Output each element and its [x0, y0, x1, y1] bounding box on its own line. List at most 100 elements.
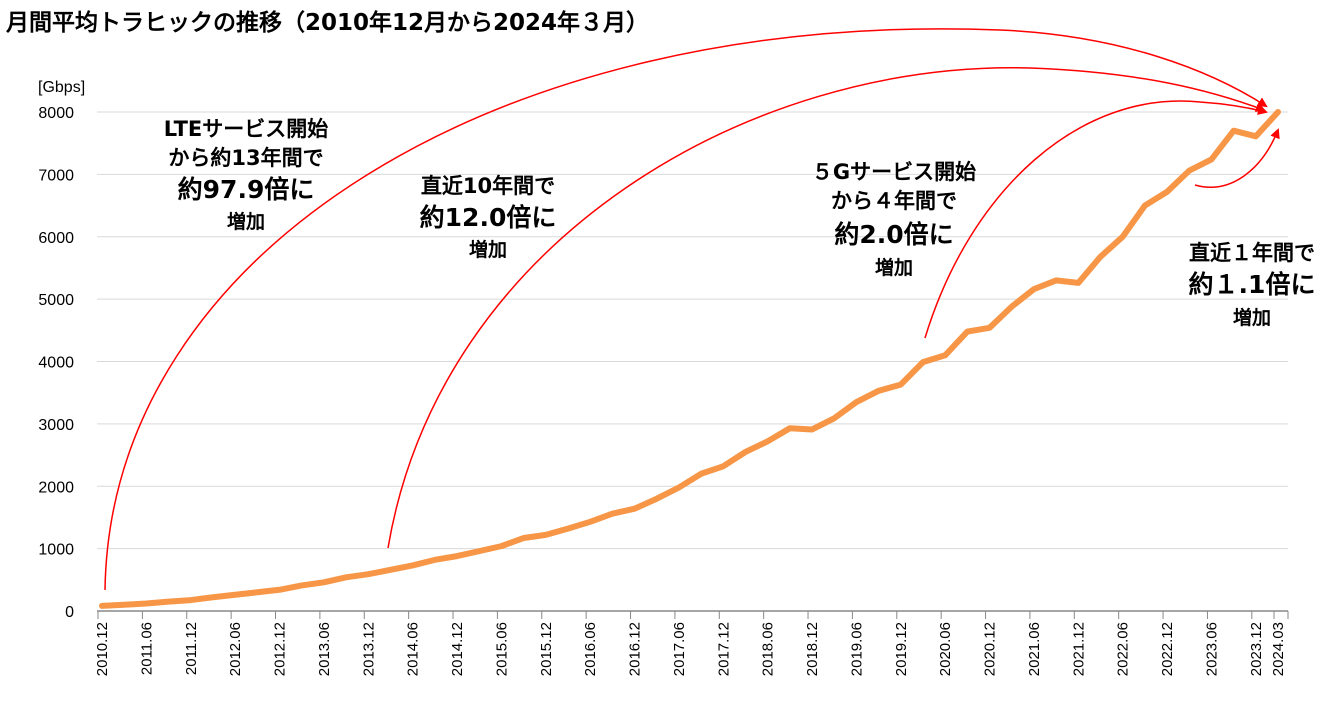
data-point-2017.03 — [656, 498, 658, 500]
data-point-2021.09 — [1055, 279, 1057, 281]
data-points — [101, 111, 1279, 607]
annotation-lte: LTEサービス開始 から約13年間で 約97.9倍に 増加 — [164, 117, 329, 233]
x-tick-label: 2020.12 — [982, 622, 999, 676]
x-tick-label: 2022.06 — [1115, 622, 1132, 676]
annotation-1year: 直近１年間で 約１.1倍に 増加 — [1189, 241, 1316, 329]
data-point-2021.12 — [1077, 282, 1079, 284]
data-point-2014.09 — [434, 559, 436, 561]
y-tick-label: 4000 — [38, 355, 74, 372]
svg-text:５Gサービス開始: ５Gサービス開始 — [812, 160, 976, 184]
y-tick-label: 7000 — [38, 167, 74, 184]
data-point-2012.03 — [212, 596, 214, 598]
data-point-2022.12 — [1166, 191, 1168, 193]
data-point-2011.09 — [168, 601, 170, 603]
x-tick-label: 2020.06 — [937, 622, 954, 676]
data-point-2010.12 — [101, 605, 103, 607]
data-point-2019.03 — [833, 417, 835, 419]
y-axis-ticks: 0 1000 2000 3000 4000 5000 6000 7000 8000 — [38, 105, 74, 621]
data-point-2022.09 — [1144, 205, 1146, 207]
data-point-2018.06 — [767, 440, 769, 442]
svg-text:LTEサービス開始: LTEサービス開始 — [164, 117, 329, 141]
data-point-2015.06 — [500, 545, 502, 547]
data-point-2015.09 — [523, 537, 525, 539]
annotation-10year: 直近10年間で 約12.0倍に 増加 — [420, 174, 557, 261]
data-point-2015.03 — [478, 550, 480, 552]
arrow-10year — [387, 67, 1266, 549]
y-tick-label: 0 — [65, 604, 74, 621]
data-point-2013.09 — [345, 576, 347, 578]
data-point-2015.12 — [545, 534, 547, 536]
data-point-2016.03 — [567, 528, 569, 530]
data-point-2016.06 — [589, 521, 591, 523]
x-tick-label: 2023.06 — [1203, 622, 1220, 676]
data-point-2012.06 — [234, 594, 236, 596]
svg-text:から約13年間で: から約13年間で — [168, 146, 323, 170]
data-point-2019.06 — [855, 401, 857, 403]
x-tick-label: 2023.12 — [1248, 622, 1265, 676]
svg-text:約１.1倍に: 約１.1倍に — [1189, 270, 1316, 299]
data-point-2021.06 — [1033, 288, 1035, 290]
x-tick-label: 2012.12 — [272, 622, 289, 676]
svg-text:増加: 増加 — [469, 238, 507, 261]
y-tick-label: 6000 — [38, 230, 74, 247]
data-point-2024.03 — [1277, 111, 1279, 113]
x-tick-label: 2017.12 — [715, 622, 732, 676]
y-tick-label: 1000 — [38, 542, 74, 559]
data-point-2018.03 — [744, 451, 746, 453]
arrow-5g — [924, 100, 1268, 339]
gridlines — [97, 111, 1288, 550]
x-tick-label: 2011.06 — [138, 622, 155, 675]
arrow-1year — [1194, 128, 1280, 188]
arrow-lte — [104, 28, 1268, 591]
data-point-2017.06 — [678, 486, 680, 488]
svg-text:約2.0倍に: 約2.0倍に — [834, 220, 953, 249]
x-tick-label: 2015.12 — [538, 622, 555, 676]
svg-text:直近１年間で: 直近１年間で — [1189, 241, 1315, 265]
data-point-2014.06 — [412, 564, 414, 566]
data-point-2023.03 — [1188, 170, 1190, 172]
data-point-2023.06 — [1210, 158, 1212, 160]
data-point-2020.09 — [966, 331, 968, 333]
x-tick-label: 2013.06 — [316, 622, 333, 676]
svg-text:増加: 増加 — [1233, 306, 1271, 329]
data-point-2016.09 — [611, 513, 613, 515]
data-point-2022.03 — [1099, 256, 1101, 258]
data-point-2020.12 — [989, 327, 991, 329]
data-point-2019.12 — [900, 384, 902, 386]
x-axis-ticks: 2010.12 2011.06 2011.12 2012.06 2012.12 2013.… — [94, 611, 1289, 676]
x-tick-label: 2012.06 — [227, 622, 244, 676]
y-tick-label: 8000 — [38, 105, 74, 122]
y-tick-label: 3000 — [38, 417, 74, 434]
data-point-2020.03 — [922, 361, 924, 363]
data-point-2011.12 — [190, 599, 192, 601]
y-axis-unit-label: [Gbps] — [38, 79, 85, 96]
x-tick-label: 2014.06 — [405, 622, 422, 676]
data-point-2020.06 — [944, 354, 946, 356]
x-tick-label: 2022.12 — [1159, 622, 1176, 676]
x-tick-label: 2019.12 — [893, 622, 910, 676]
x-tick-label: 2018.06 — [760, 622, 777, 676]
data-point-2014.03 — [389, 569, 391, 571]
data-point-2021.03 — [1011, 306, 1013, 308]
data-point-2023.09 — [1233, 130, 1235, 132]
svg-text:から４年間で: から４年間で — [831, 189, 957, 213]
data-point-2019.09 — [878, 390, 880, 392]
data-point-2013.12 — [367, 573, 369, 575]
data-point-2014.12 — [456, 555, 458, 557]
svg-text:直近10年間で: 直近10年間で — [421, 174, 555, 198]
x-tick-label: 2010.12 — [94, 622, 111, 676]
data-point-2013.06 — [323, 581, 325, 583]
x-tick-label: 2017.06 — [671, 622, 688, 676]
data-point-2023.12 — [1255, 135, 1257, 137]
data-point-2022.06 — [1122, 236, 1124, 238]
arrows — [104, 28, 1280, 591]
x-tick-label: 2021.06 — [1026, 622, 1043, 676]
annotation-5g: ５Gサービス開始 から４年間で 約2.0倍に 増加 — [812, 160, 976, 279]
y-tick-label: 5000 — [38, 292, 74, 309]
x-tick-label: 2011.12 — [183, 622, 200, 675]
svg-text:増加: 増加 — [875, 256, 913, 279]
data-point-2017.12 — [722, 465, 724, 467]
x-tick-label: 2021.12 — [1070, 622, 1087, 676]
data-point-2018.12 — [811, 428, 813, 430]
x-tick-label: 2016.06 — [582, 622, 599, 676]
